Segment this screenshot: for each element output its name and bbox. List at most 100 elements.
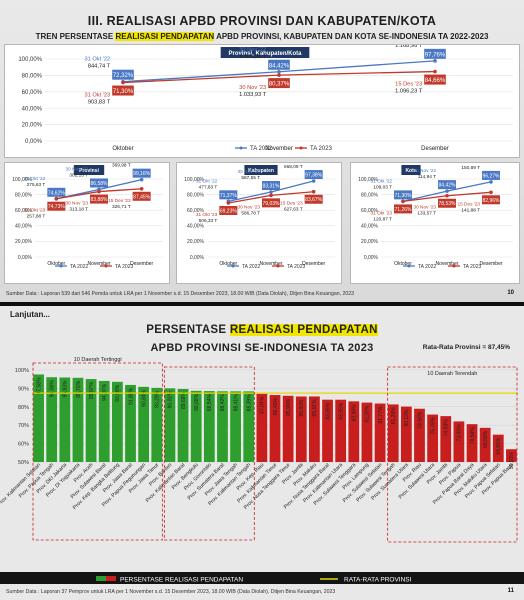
bar	[282, 395, 294, 462]
x-tick-label: November	[87, 261, 110, 267]
data-label: 82,96%	[483, 198, 501, 204]
title-highlight: REALISASI PENDAPATAN	[229, 324, 378, 336]
x-tick-label: November	[259, 261, 282, 267]
annotation-value: 506,33 T	[199, 218, 218, 224]
bar-value-label: 89,68%	[181, 391, 187, 409]
y-tick-label: 0,00%	[190, 255, 205, 261]
data-point	[433, 69, 437, 74]
annotation-value: 114,94 T	[418, 174, 436, 180]
data-label: 97,76%	[425, 52, 446, 58]
legend-bar: PERSENTASE REALISASI PENDAPATAN RATA-RAT…	[0, 572, 524, 584]
data-point	[311, 189, 316, 194]
data-label-box	[438, 180, 456, 190]
bar-value-label: 83,85%	[338, 402, 344, 420]
legend-label: TA 2022	[418, 264, 436, 270]
data-point	[401, 199, 405, 204]
slide-provinces: Lanjutan... PERSENTASE REALISASI PENDAPA…	[0, 306, 524, 600]
bar	[190, 390, 202, 462]
bar	[85, 379, 97, 462]
data-label-box	[438, 198, 456, 208]
bar-value-label: 81,77%	[378, 406, 384, 424]
chart-title: Provinsi, Kabupaten/Kota	[228, 51, 302, 57]
annotation-date: 15 Des '23	[280, 201, 303, 207]
y-tick-label: 80,00%	[15, 192, 33, 198]
bar	[466, 424, 478, 462]
legend-label: TA 2023	[310, 146, 333, 152]
data-label-box	[394, 190, 412, 200]
bar	[138, 386, 150, 462]
bar	[348, 401, 360, 462]
bar-value-label: 68,58%	[483, 430, 489, 448]
bar	[400, 406, 412, 462]
source-note: Sumber Data : Laporan 539 dari 546 Pemda…	[6, 291, 355, 297]
y-tick-label: 80%	[18, 405, 29, 411]
annotation-value: 477,83 T	[199, 184, 218, 190]
bar	[374, 403, 386, 462]
x-tick-label: Desember	[130, 261, 153, 267]
bar	[217, 391, 228, 462]
annotation-date: 31 Des '22	[280, 163, 303, 164]
annotation-date: 30 Nov '23	[237, 204, 260, 210]
annotation-value: 302,15 T	[69, 172, 88, 178]
chart-title-box	[244, 165, 278, 175]
data-label-box	[268, 59, 290, 70]
annotation-date: 30 Nov '23	[413, 205, 436, 211]
bottom10-label: 10 Daerah Terendah	[427, 371, 477, 377]
data-label-box	[219, 190, 238, 200]
data-label-box	[90, 178, 108, 188]
y-tick-label: 40,00%	[187, 224, 205, 230]
data-label: 87,45%	[133, 194, 151, 200]
bar-value-label: 78,94%	[417, 411, 423, 429]
panel-combined: 0,00% 20,00% 40,00% 60,00% 80,00% 100,00% Okto…	[4, 36, 520, 158]
bar	[243, 391, 255, 462]
annotation-value: 668,09 T	[284, 164, 303, 170]
annotation-date: 30 Nov '22	[65, 166, 88, 172]
chart-province-bars: 50%60%70%80%90%100%97,58%Prov. Kalimanta…	[0, 357, 518, 543]
data-label: 86,58%	[91, 181, 109, 187]
subtitle-highlight: REALISASI PENDAPATAN	[115, 32, 215, 41]
bar-value-label: 95,76%	[76, 380, 82, 398]
bar-value-label: 88,54%	[207, 394, 213, 412]
bar-value-label: 72,05%	[457, 424, 463, 442]
bar	[59, 377, 71, 462]
bar-value-label: 90,84%	[141, 389, 147, 407]
data-label: 74,73%	[48, 204, 66, 210]
data-label-box	[112, 85, 134, 96]
y-tick-label: 100,00%	[358, 177, 378, 183]
y-tick-label: 40,00%	[15, 224, 33, 230]
annotation-date: 31 Okt '23	[84, 93, 110, 99]
bar	[151, 387, 163, 462]
data-label-box	[262, 181, 280, 191]
y-tick-label: 0,00%	[25, 139, 43, 145]
data-label-box	[482, 195, 500, 205]
x-tick-label: November	[265, 146, 293, 152]
y-tick-label: 80,00%	[361, 192, 379, 198]
annotation-value: 627,63 T	[284, 207, 303, 213]
data-label-box	[304, 194, 323, 204]
data-label: 72,32%	[113, 73, 134, 79]
y-tick-label: 100,00%	[18, 57, 42, 63]
bar-value-label: 90,29%	[155, 390, 161, 408]
bar	[72, 377, 84, 462]
annotation-value: 903,83 T	[88, 100, 111, 106]
bar-value-label: 83,86%	[325, 402, 331, 420]
panel-provinsi: 0,00% 20,00% 40,00% 60,00% 80,00% 100,00% Okto…	[4, 157, 170, 284]
annotation-value: 313,18 T	[69, 207, 88, 213]
annotation-date: 31 Okt '23	[24, 208, 46, 214]
bar-value-label: 95,93%	[63, 380, 69, 398]
data-label-box	[90, 194, 108, 204]
legend-marker	[299, 146, 303, 150]
bar	[440, 416, 452, 462]
data-label-box	[112, 69, 134, 80]
chart-title: Kabupaten	[248, 168, 274, 174]
bar-value-label: 87,04%	[260, 396, 266, 414]
data-point	[277, 69, 281, 74]
bar	[177, 388, 189, 462]
bar-value-label: 81,29%	[391, 407, 397, 425]
annotation-date: 31 Okt '22	[24, 176, 46, 182]
chart-title-box	[220, 47, 310, 58]
bar	[98, 380, 110, 462]
data-label: 78,53%	[439, 201, 457, 207]
annotation-date: 15 Des '23	[457, 201, 480, 207]
legend-label: TA 2022	[70, 264, 88, 270]
